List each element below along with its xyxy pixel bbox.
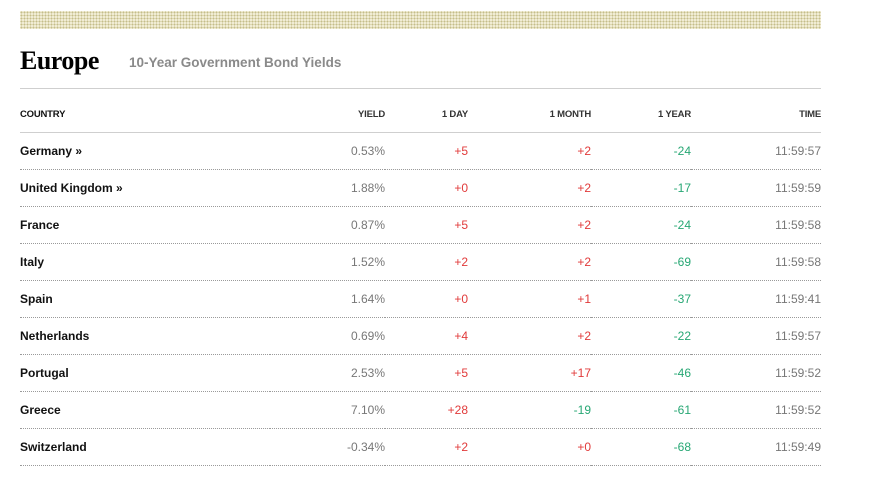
one-month-change-cell: +2 [468, 206, 591, 244]
section-header: Europe 10-Year Government Bond Yields [20, 44, 821, 89]
country-cell: Switzerland [20, 428, 270, 466]
one-day-change-cell: +5 [385, 132, 468, 170]
region-title: Europe [20, 46, 99, 75]
table-row: France 0.87% +5 +2 -24 11:59:58 [20, 206, 821, 244]
one-year-change-cell: -68 [591, 428, 691, 466]
time-cell: 11:59:49 [691, 428, 821, 466]
one-month-change-cell: +2 [468, 243, 591, 281]
table-row: Netherlands 0.69% +4 +2 -22 11:59:57 [20, 317, 821, 355]
one-day-change-cell: +4 [385, 317, 468, 355]
one-year-change-cell: -69 [591, 243, 691, 281]
decorative-banner [20, 11, 821, 29]
one-day-change-cell: +2 [385, 243, 468, 281]
region-subtitle: 10-Year Government Bond Yields [129, 55, 342, 70]
one-day-change-cell: +0 [385, 169, 468, 207]
table-row: Spain 1.64% +0 +1 -37 11:59:41 [20, 280, 821, 318]
column-header-1-month[interactable]: 1 MONTH [468, 97, 591, 133]
column-header-time[interactable]: TIME [691, 97, 821, 133]
yield-cell: 0.53% [270, 132, 385, 170]
one-year-change-cell: -61 [591, 391, 691, 429]
table-header-row: COUNTRY YIELD 1 DAY 1 MONTH 1 YEAR TIME [20, 97, 821, 133]
yield-cell: 1.64% [270, 280, 385, 318]
yield-cell: 0.69% [270, 317, 385, 355]
table-row: United Kingdom » 1.88% +0 +2 -17 11:59:59 [20, 169, 821, 207]
one-day-change-cell: +5 [385, 354, 468, 392]
country-cell[interactable]: Germany » [20, 132, 270, 170]
time-cell: 11:59:57 [691, 132, 821, 170]
table-row: Germany » 0.53% +5 +2 -24 11:59:57 [20, 132, 821, 170]
one-month-change-cell: +2 [468, 169, 591, 207]
yield-cell: -0.34% [270, 428, 385, 466]
one-month-change-cell: +1 [468, 280, 591, 318]
time-cell: 11:59:52 [691, 391, 821, 429]
time-cell: 11:59:58 [691, 243, 821, 281]
time-cell: 11:59:58 [691, 206, 821, 244]
column-header-yield[interactable]: YIELD [270, 97, 385, 133]
table-row: Italy 1.52% +2 +2 -69 11:59:58 [20, 243, 821, 281]
country-cell: France [20, 206, 270, 244]
column-header-country[interactable]: COUNTRY [20, 97, 270, 133]
table-row: Switzerland -0.34% +2 +0 -68 11:59:49 [20, 428, 821, 466]
time-cell: 11:59:41 [691, 280, 821, 318]
one-month-change-cell: +2 [468, 317, 591, 355]
yield-cell: 1.52% [270, 243, 385, 281]
country-cell: Netherlands [20, 317, 270, 355]
country-cell: Greece [20, 391, 270, 429]
yield-cell: 7.10% [270, 391, 385, 429]
bond-yields-table: COUNTRY YIELD 1 DAY 1 MONTH 1 YEAR TIME … [20, 97, 821, 466]
one-day-change-cell: +0 [385, 280, 468, 318]
one-day-change-cell: +28 [385, 391, 468, 429]
one-month-change-cell: +0 [468, 428, 591, 466]
yield-cell: 2.53% [270, 354, 385, 392]
time-cell: 11:59:57 [691, 317, 821, 355]
one-year-change-cell: -24 [591, 206, 691, 244]
table-row: Portugal 2.53% +5 +17 -46 11:59:52 [20, 354, 821, 392]
one-month-change-cell: +2 [468, 132, 591, 170]
yield-cell: 1.88% [270, 169, 385, 207]
country-cell: Italy [20, 243, 270, 281]
country-cell: Portugal [20, 354, 270, 392]
time-cell: 11:59:59 [691, 169, 821, 207]
one-day-change-cell: +5 [385, 206, 468, 244]
column-header-1-year[interactable]: 1 YEAR [591, 97, 691, 133]
one-year-change-cell: -22 [591, 317, 691, 355]
one-year-change-cell: -46 [591, 354, 691, 392]
table-row: Greece 7.10% +28 -19 -61 11:59:52 [20, 391, 821, 429]
one-day-change-cell: +2 [385, 428, 468, 466]
country-cell[interactable]: United Kingdom » [20, 169, 270, 207]
time-cell: 11:59:52 [691, 354, 821, 392]
one-month-change-cell: -19 [468, 391, 591, 429]
one-year-change-cell: -24 [591, 132, 691, 170]
yield-cell: 0.87% [270, 206, 385, 244]
one-year-change-cell: -37 [591, 280, 691, 318]
column-header-1-day[interactable]: 1 DAY [385, 97, 468, 133]
country-cell: Spain [20, 280, 270, 318]
one-year-change-cell: -17 [591, 169, 691, 207]
one-month-change-cell: +17 [468, 354, 591, 392]
